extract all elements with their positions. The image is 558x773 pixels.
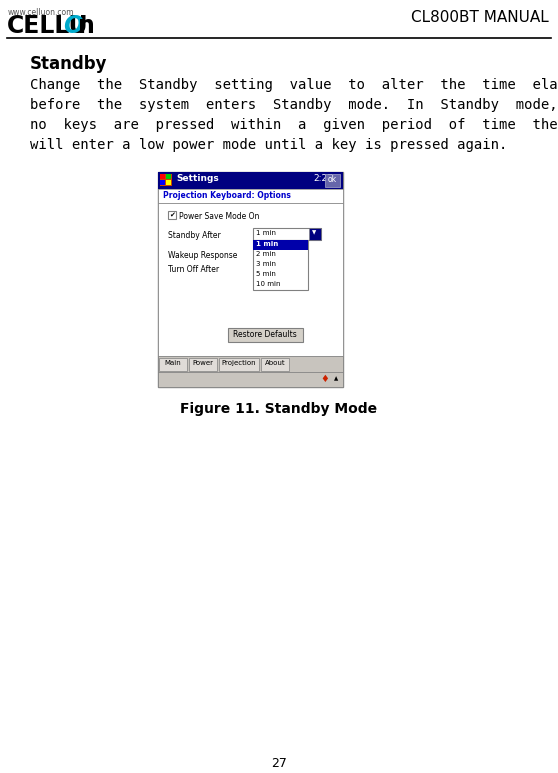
Text: ♦: ♦	[321, 374, 329, 384]
Bar	[158, 203, 343, 356]
Text: About: About	[264, 360, 285, 366]
Text: ✔: ✔	[169, 212, 175, 218]
Bar	[158, 189, 343, 203]
Text: 3 min: 3 min	[256, 261, 276, 267]
Bar	[309, 228, 321, 240]
Bar	[253, 240, 308, 250]
Text: 1 min: 1 min	[256, 230, 276, 236]
Text: ok: ok	[328, 175, 336, 184]
Text: CL800BT MANUAL: CL800BT MANUAL	[411, 10, 549, 25]
Text: 27: 27	[271, 757, 287, 770]
Text: before  the  system  enters  Standby  mode.  In  Standby  mode,  if: before the system enters Standby mode. I…	[30, 98, 558, 112]
Bar	[189, 358, 217, 371]
Text: will enter a low power mode until a key is pressed again.: will enter a low power mode until a key …	[30, 138, 507, 152]
Text: no  keys  are  pressed  within  a  given  period  of  time  the  device: no keys are pressed within a given perio…	[30, 118, 558, 132]
Text: Standby After: Standby After	[168, 231, 221, 240]
Text: Projection: Projection	[222, 360, 256, 366]
Text: n: n	[78, 14, 95, 38]
Bar	[158, 356, 343, 372]
Text: 2 min: 2 min	[256, 251, 276, 257]
Bar	[253, 240, 308, 290]
Bar	[228, 328, 303, 342]
Text: Power: Power	[193, 360, 214, 366]
Bar	[160, 174, 165, 179]
Text: Standby: Standby	[30, 55, 108, 73]
Bar	[160, 174, 172, 186]
Bar	[253, 228, 321, 240]
Bar	[219, 358, 259, 371]
Bar	[166, 180, 171, 185]
Text: Projection Keyboard: Options: Projection Keyboard: Options	[163, 191, 291, 200]
Text: O: O	[63, 14, 83, 38]
Text: 1 min: 1 min	[256, 241, 278, 247]
Text: Turn Off After: Turn Off After	[168, 265, 219, 274]
Bar	[325, 174, 340, 187]
Bar	[159, 358, 187, 371]
Bar	[158, 372, 343, 387]
Bar	[261, 358, 289, 371]
Text: 5 min: 5 min	[256, 271, 276, 277]
Text: Main: Main	[165, 360, 181, 366]
Text: ▼: ▼	[312, 230, 316, 235]
Text: Power Save Mode On: Power Save Mode On	[179, 212, 259, 221]
Text: Settings: Settings	[176, 174, 219, 183]
Bar	[160, 180, 165, 185]
Text: ▲: ▲	[334, 376, 338, 381]
Bar	[166, 174, 171, 179]
Bar	[158, 172, 343, 387]
Text: 10 min: 10 min	[256, 281, 281, 287]
Text: Figure 11. Standby Mode: Figure 11. Standby Mode	[180, 402, 378, 416]
Text: www.celluon.com: www.celluon.com	[8, 8, 75, 17]
Bar	[168, 211, 176, 219]
Text: CELLU: CELLU	[7, 14, 89, 38]
Text: Restore Defaults: Restore Defaults	[233, 330, 297, 339]
Text: Wakeup Response: Wakeup Response	[168, 251, 237, 260]
Text: 2:27: 2:27	[313, 174, 333, 183]
Text: Change  the  Standby  setting  value  to  alter  the  time  elapsed: Change the Standby setting value to alte…	[30, 78, 558, 92]
Bar	[158, 172, 343, 189]
